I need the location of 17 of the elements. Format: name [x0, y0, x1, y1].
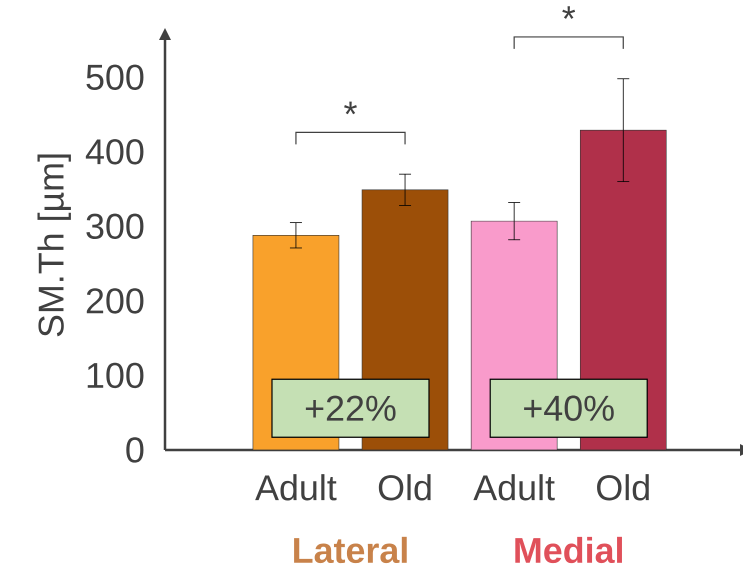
x-tick-label: Old [378, 474, 431, 500]
annotation: +22% [306, 396, 396, 421]
y-tick-label: 200 [86, 288, 144, 314]
y-tick-label: 300 [86, 214, 144, 240]
x-tick-label: Old [597, 474, 649, 500]
text: Medial [515, 536, 622, 564]
x-tick-label: Adult [473, 474, 555, 500]
text: Lateral [294, 536, 407, 564]
annotation: * [344, 102, 357, 114]
y-tick-label: 500 [86, 64, 144, 90]
y-tick-label: 100 [88, 362, 144, 388]
x-tick-label: Adult [255, 474, 337, 500]
y-tick-label: 0 [126, 437, 144, 463]
y-tick-label: 400 [86, 139, 144, 164]
y-axis-title: SM.Th [µm] [37, 154, 71, 336]
annotation: +40% [524, 396, 614, 421]
text: * [562, 6, 576, 19]
